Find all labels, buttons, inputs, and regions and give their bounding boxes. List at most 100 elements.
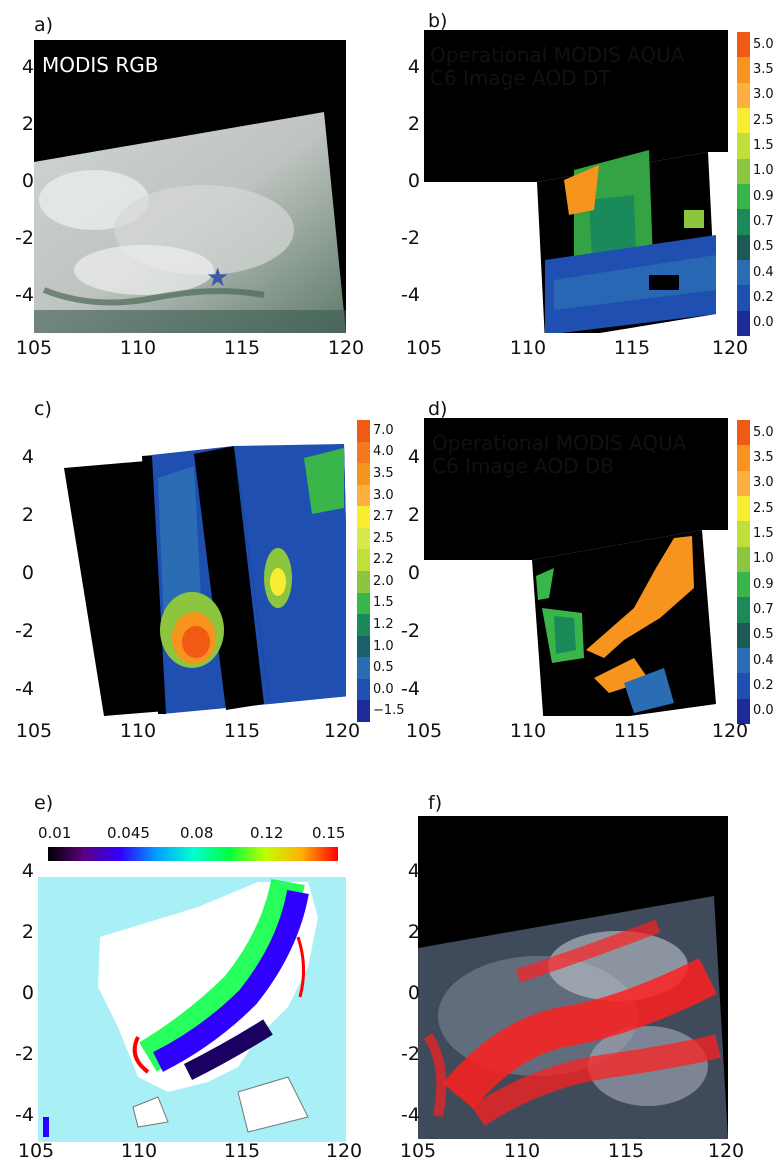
colorbar-segment xyxy=(737,285,750,311)
aod-db-image xyxy=(424,418,728,716)
y-tick: -2 xyxy=(15,620,34,642)
x-tick: 115 xyxy=(223,720,261,742)
colorbar-label: 0.4 xyxy=(753,652,774,668)
y-tick: 4 xyxy=(21,56,34,78)
colorbar-label: 3.0 xyxy=(753,87,774,103)
colorbar-e-label: 0.01 xyxy=(38,824,72,842)
colorbar-e-label: 0.045 xyxy=(107,824,150,842)
x-tick: 120 xyxy=(323,720,361,742)
colorbar-label: 0.7 xyxy=(753,602,774,617)
fire-overlay-map xyxy=(418,816,728,1139)
y-tick: 0 xyxy=(21,562,34,584)
colorbar-label: 3.5 xyxy=(373,465,394,481)
x-tick: 110 xyxy=(120,1140,158,1162)
colorbar-label: 0.4 xyxy=(753,264,774,280)
x-tick: 120 xyxy=(325,1140,363,1162)
y-tick: 0 xyxy=(21,170,34,192)
colorbar-segment xyxy=(737,698,750,724)
star-icon: ★ xyxy=(206,262,230,292)
colorbar-segment xyxy=(357,527,370,550)
colorbar-segment xyxy=(737,133,750,159)
x-tick: 120 xyxy=(711,337,749,359)
colorbar-e-label: 0.12 xyxy=(250,824,284,842)
colorbar-segment xyxy=(737,82,750,108)
colorbar-segment xyxy=(357,463,370,485)
colorbar-segment xyxy=(357,506,370,528)
colorbar-segment xyxy=(357,484,370,507)
y-tick: 2 xyxy=(21,504,34,526)
colorbar-label: 1.0 xyxy=(753,163,774,179)
x-tick: 110 xyxy=(503,1140,541,1162)
colorbar-label: 3.5 xyxy=(753,62,774,77)
colorbar-label: 0.2 xyxy=(753,678,774,693)
colorbar-segment xyxy=(737,420,750,446)
x-tick: 105 xyxy=(399,1140,437,1162)
colorbar-label: 2.0 xyxy=(373,573,394,589)
colorbar-segment xyxy=(737,470,750,496)
x-tick: 110 xyxy=(119,720,157,742)
colorbar-label: 2.5 xyxy=(753,500,774,516)
panel-label-e: e) xyxy=(34,792,54,814)
aod-db-map: Operational MODIS AQUA C6 Image AOD DB xyxy=(424,418,728,716)
colorbar-segment xyxy=(737,445,750,471)
colorbar-label: 5.0 xyxy=(753,36,774,52)
y-tick: -2 xyxy=(401,620,420,642)
colorbar-segment xyxy=(737,32,750,58)
colorbar-label: 2.2 xyxy=(373,552,394,568)
aod-dt-map: Operational MODIS AQUA C6 Image AOD DT xyxy=(424,30,728,333)
panel-label-f: f) xyxy=(428,792,443,814)
y-tick: 2 xyxy=(407,113,420,135)
modis-rgb-image xyxy=(34,112,346,333)
colorbar-segment xyxy=(357,635,370,658)
x-tick: 115 xyxy=(223,1140,261,1162)
colorbar-label: 0.2 xyxy=(753,290,774,305)
x-tick: 105 xyxy=(405,337,443,359)
y-tick: -4 xyxy=(401,284,420,306)
colorbar-segment xyxy=(737,495,750,522)
x-tick: 110 xyxy=(509,337,547,359)
y-tick: 4 xyxy=(21,446,34,468)
y-tick: -2 xyxy=(15,1043,34,1065)
colorbar-label: 0.5 xyxy=(753,627,774,643)
ratio-map xyxy=(38,877,346,1142)
colorbar-segment xyxy=(737,259,750,286)
y-tick: 0 xyxy=(21,982,34,1004)
colorbar-aod-dt xyxy=(737,32,750,336)
x-tick: 105 xyxy=(405,720,443,742)
colorbar-e-label: 0.15 xyxy=(312,824,346,842)
x-tick: 115 xyxy=(613,720,651,742)
colorbar-label: 4.0 xyxy=(373,444,394,460)
colorbar-segment xyxy=(737,597,750,623)
y-tick: 4 xyxy=(407,860,420,882)
colorbar-label: 2.5 xyxy=(373,530,394,546)
colorbar-label: 3.0 xyxy=(753,475,774,491)
x-tick: 110 xyxy=(509,720,547,742)
fire-overlay-image xyxy=(418,896,728,1139)
colorbar-segment xyxy=(737,57,750,83)
colorbar-segment xyxy=(737,647,750,674)
colorbar-label: 0.9 xyxy=(753,576,774,592)
x-tick: 120 xyxy=(707,1140,745,1162)
x-tick: 115 xyxy=(613,337,651,359)
colorbar-e xyxy=(48,847,338,861)
colorbar-label: 0.5 xyxy=(373,660,394,676)
colorbar-label: 3.5 xyxy=(753,450,774,465)
colorbar-segment xyxy=(357,441,370,464)
x-tick: 105 xyxy=(15,720,53,742)
colorbar-segment xyxy=(357,700,370,722)
colorbar-label: 0.0 xyxy=(373,681,394,697)
colorbar-segment xyxy=(357,657,370,679)
y-tick: 0 xyxy=(407,562,420,584)
panel-title-b-line2: C6 Image AOD DT xyxy=(430,66,611,90)
colorbar-label: 2.7 xyxy=(373,509,394,525)
colorbar-segment xyxy=(737,571,750,598)
colorbar-segment xyxy=(737,622,750,648)
colorbar-label: 0.0 xyxy=(753,315,774,331)
panel-label-d: d) xyxy=(428,398,448,420)
omi-ai-map: OMI AI xyxy=(34,418,346,716)
panel-title-c: OMI AI xyxy=(52,433,117,457)
colorbar-segment xyxy=(357,678,370,701)
y-tick: -4 xyxy=(15,678,34,700)
colorbar-e-label: 0.08 xyxy=(180,824,214,842)
colorbar-label: 0.9 xyxy=(753,188,774,204)
